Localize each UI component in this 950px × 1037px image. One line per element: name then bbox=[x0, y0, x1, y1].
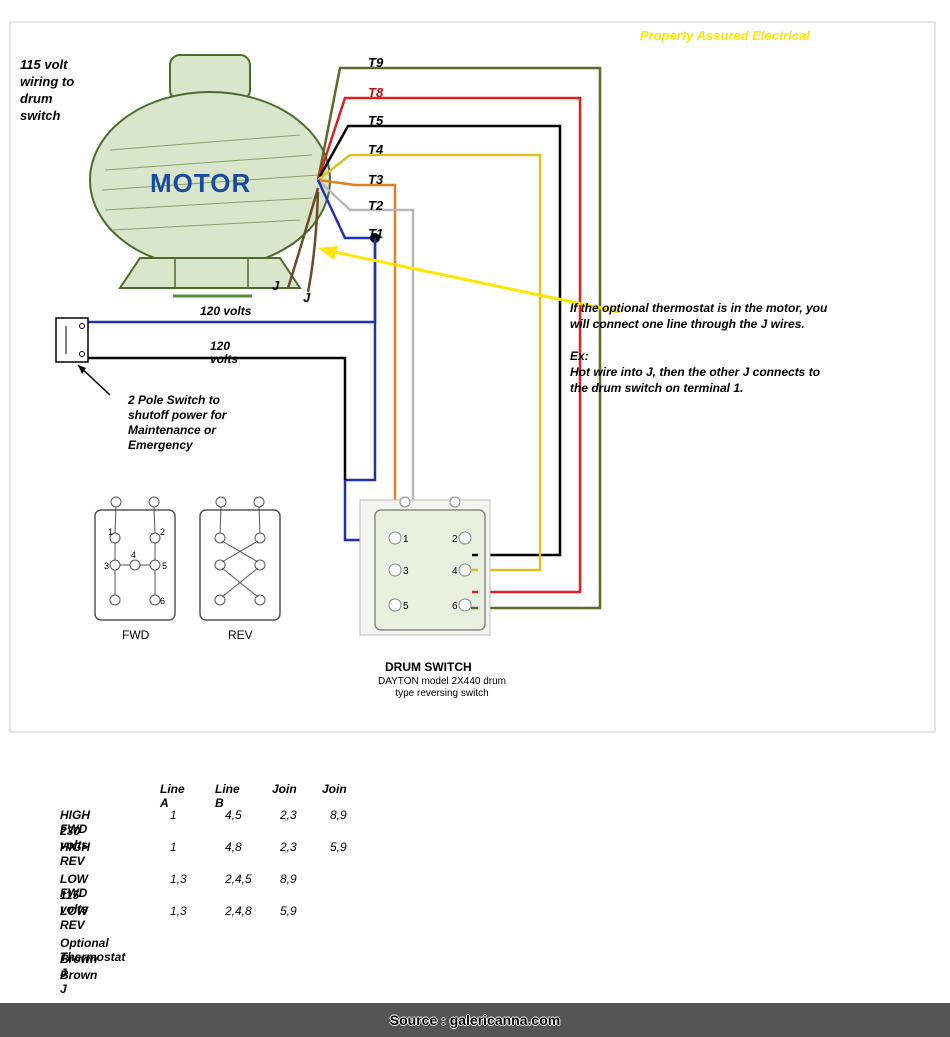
watermark: Property Assured Electrical bbox=[640, 28, 810, 43]
svg-text:1: 1 bbox=[403, 534, 409, 545]
t4-label: T4 bbox=[368, 142, 383, 157]
t8-label: T8 bbox=[368, 85, 383, 100]
j-label-2: J bbox=[303, 290, 310, 305]
rev-box bbox=[200, 497, 280, 620]
wiring-diagram: 1 2 3 4 5 6 bbox=[0, 0, 950, 1037]
t5-label: T5 bbox=[368, 113, 383, 128]
t3-label: T3 bbox=[368, 172, 383, 187]
t9-label: T9 bbox=[368, 55, 383, 70]
svg-text:5: 5 bbox=[403, 601, 409, 612]
fwd-box: 1 2 3 4 5 6 bbox=[95, 497, 175, 620]
drum-switch-label: DRUM SWITCH bbox=[385, 660, 472, 674]
arrow-note-text: If the optional thermostat is in the mot… bbox=[570, 300, 930, 396]
v120-top-label: 120 volts bbox=[200, 304, 251, 318]
motor-label: MOTOR bbox=[150, 168, 251, 199]
svg-text:5: 5 bbox=[162, 561, 167, 571]
rev-label: REV bbox=[228, 628, 253, 642]
title-note: 115 volt wiring to drum switch bbox=[20, 56, 74, 124]
svg-text:4: 4 bbox=[452, 566, 458, 577]
svg-text:6: 6 bbox=[452, 601, 458, 612]
svg-text:3: 3 bbox=[104, 561, 109, 571]
svg-text:6: 6 bbox=[160, 596, 165, 606]
two-pole-switch bbox=[56, 318, 110, 395]
t1-label: T1 bbox=[368, 226, 383, 241]
svg-text:2: 2 bbox=[160, 527, 165, 537]
pole-switch-caption: 2 Pole Switch to shutoff power for Maint… bbox=[128, 393, 226, 453]
v120-bot-label: 120volts bbox=[210, 340, 238, 366]
svg-text:2: 2 bbox=[452, 534, 458, 545]
t2-label: T2 bbox=[368, 198, 383, 213]
drum-switch-box: 1 2 3 4 5 6 bbox=[360, 497, 490, 635]
drum-switch-sub: DAYTON model 2X440 drumtype reversing sw… bbox=[362, 676, 522, 700]
svg-text:1: 1 bbox=[108, 527, 113, 537]
source-bar: Source : galericanna.com bbox=[0, 1003, 950, 1037]
svg-text:3: 3 bbox=[403, 566, 409, 577]
fwd-label: FWD bbox=[122, 628, 149, 642]
j-label-1: J bbox=[272, 278, 279, 293]
svg-text:4: 4 bbox=[131, 550, 136, 560]
